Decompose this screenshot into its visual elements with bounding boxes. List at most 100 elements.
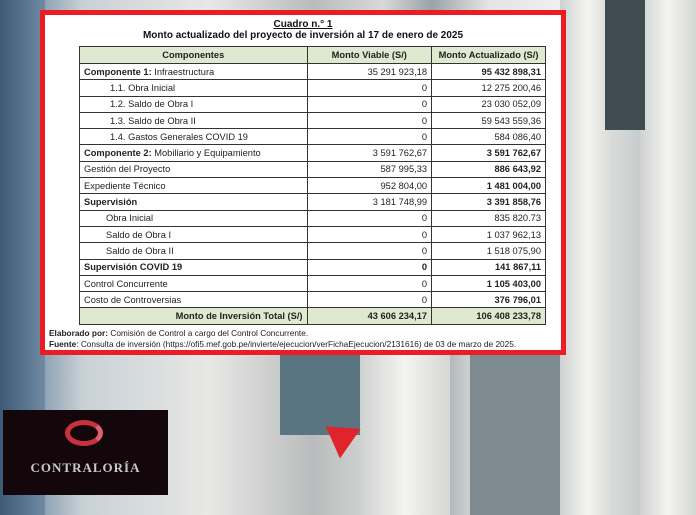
cell-componente: Obra Inicial [79,209,308,227]
row-label: Gestión del Proyecto [84,164,171,175]
cell-monto-actualizado: 95 432 898,31 [431,62,546,81]
cell-monto-viable: 0 [306,209,433,227]
building-column [360,355,450,515]
row-label: Mobiliario y Equipamiento [154,148,261,159]
table-row: 1.1. Obra Inicial 0 12 275 200,46 [79,79,546,97]
row-label-bold: Supervisión COVID 19 [84,262,183,273]
window [605,0,645,130]
cell-monto-viable: 0 [306,128,433,146]
cell-componente: Supervisión COVID 19 [79,258,308,276]
logo-mark-icon [65,420,103,446]
cell-monto-actualizado: 12 275 200,46 [431,79,546,97]
cell-monto-viable: 3 591 762,67 [306,144,433,162]
row-label: Expediente Técnico [84,180,166,191]
cell-componente: Gestión del Proyecto [79,160,308,179]
fuente-note: Fuente: Consulta de inversión (https://o… [49,339,516,349]
cell-monto-viable: 0 [306,258,433,276]
row-label: 1.3. Saldo de Obra II [110,115,196,126]
row-label-bold: Componente 1: [84,66,152,77]
cell-monto-viable: 0 [306,274,433,293]
row-label-bold: Componente 2: [84,148,152,159]
cell-monto-viable: 0 [306,111,433,130]
cell-monto-actualizado: 23 030 052,09 [431,95,546,113]
table-title: Monto actualizado del proyecto de invers… [142,30,464,41]
table-row: Supervisión 3 181 748,99 3 391 858,76 [79,193,546,211]
row-label: Infraestructura [154,66,215,77]
cell-componente: 1.4. Gastos Generales COVID 19 [79,128,308,146]
table-row: Control Concurrente 0 1 105 403,00 [79,274,546,293]
row-label: Obra Inicial [106,213,154,224]
cell-componente: Saldo de Obra II [79,242,308,260]
cell-monto-actualizado: 835 820.73 [431,209,546,227]
cell-componente: Control Concurrente [79,274,308,293]
table-row: Componente 1: Infraestructura 35 291 923… [79,62,546,81]
table-frame: Cuadro n.° 1 Monto actualizado del proye… [40,10,566,355]
table-row: Saldo de Obra I 0 1 037 962,13 [79,225,546,244]
cell-componente: Saldo de Obra I [79,225,308,244]
document-card: Cuadro n.° 1 Monto actualizado del proye… [45,15,561,350]
cell-monto-viable: 0 [306,225,433,244]
table-row: 1.3. Saldo de Obra II 0 59 543 559,36 [79,111,546,130]
cell-monto-viable: 0 [306,242,433,260]
note-label: Elaborado por: [49,328,109,338]
cell-monto-actualizado: 1 037 962,13 [431,225,546,244]
cell-monto-actualizado: 3 591 762,67 [431,144,546,162]
table-row: 1.2. Saldo de Obra I 0 23 030 052,09 [79,95,546,113]
cell-monto-actualizado: 584 086,40 [431,128,546,146]
cell-componente: 1.2. Saldo de Obra I [79,95,308,113]
row-label: Saldo de Obra II [106,245,174,256]
cell-monto-viable: 3 181 748,99 [306,193,433,211]
table-row: Expediente Técnico 952 804,00 1 481 004,… [79,177,546,195]
row-label: 1.4. Gastos Generales COVID 19 [110,131,248,142]
note-label: Fuente [49,339,77,349]
cell-monto-viable: 0 [306,291,433,309]
row-label-bold: Supervisión [84,197,138,208]
building-column [640,0,696,515]
cell-componente: Expediente Técnico [79,177,308,195]
row-label: 1.1. Obra Inicial [110,82,176,93]
cell-monto-actualizado: 3 391 858,76 [431,193,546,211]
total-actualizado: 106 408 233,78 [431,307,546,325]
cell-componente: Supervisión [79,193,308,211]
cell-monto-viable: 587 995,33 [306,160,433,179]
cell-componente: 1.3. Saldo de Obra II [79,111,308,130]
logo-text: CONTRALORÍA [30,460,141,475]
total-label: Monto de Inversión Total (S/) [79,307,308,325]
contraloria-logo: CONTRALORÍA [3,410,168,495]
cell-monto-viable: 952 804,00 [306,177,433,195]
note-text: Comisión de Control a cargo del Control … [108,328,309,338]
cell-monto-viable: 0 [306,79,433,97]
cell-monto-actualizado: 1 518 075,90 [431,242,546,260]
table-row: Gestión del Proyecto 587 995,33 886 643,… [79,160,546,179]
table-caption: Cuadro n.° 1 [273,19,333,30]
row-label: Control Concurrente [84,278,168,289]
header-componentes: Componentes [79,46,308,64]
total-viable: 43 606 234,17 [306,307,433,325]
table-row: Supervisión COVID 19 0 141 867,11 [79,258,546,276]
header-monto-viable: Monto Viable (S/) [306,46,433,64]
table-row: Componente 2: Mobiliario y Equipamiento … [79,144,546,162]
cell-monto-viable: 0 [306,95,433,113]
table-row: 1.4. Gastos Generales COVID 19 0 584 086… [79,128,546,146]
note-text: : Consulta de inversión (https://ofi5.me… [76,339,517,349]
cell-monto-actualizado: 376 796,01 [431,291,546,309]
table-row: Costo de Controversias 0 376 796,01 [79,291,546,309]
row-label: Saldo de Obra I [106,229,172,240]
investment-table: Componentes Monto Viable (S/) Monto Actu… [79,46,546,325]
doorway [470,355,560,515]
cell-monto-actualizado: 886 643,92 [431,160,546,179]
cell-componente: 1.1. Obra Inicial [79,79,308,97]
cell-monto-actualizado: 1 481 004,00 [431,177,546,195]
row-label: Costo de Controversias [84,294,182,305]
cell-componente: Componente 1: Infraestructura [79,62,308,81]
cell-componente: Costo de Controversias [79,291,308,309]
cell-monto-actualizado: 1 105 403,00 [431,274,546,293]
header-monto-actualizado: Monto Actualizado (S/) [431,46,546,64]
elaborado-note: Elaborado por: Comisión de Control a car… [49,328,308,338]
row-label: 1.2. Saldo de Obra I [110,99,194,110]
cell-componente: Componente 2: Mobiliario y Equipamiento [79,144,308,162]
table-row: Obra Inicial 0 835 820.73 [79,209,546,227]
cell-monto-viable: 35 291 923,18 [306,62,433,81]
cell-monto-actualizado: 59 543 559,36 [431,111,546,130]
total-row: Monto de Inversión Total (S/) 43 606 234… [79,307,546,325]
